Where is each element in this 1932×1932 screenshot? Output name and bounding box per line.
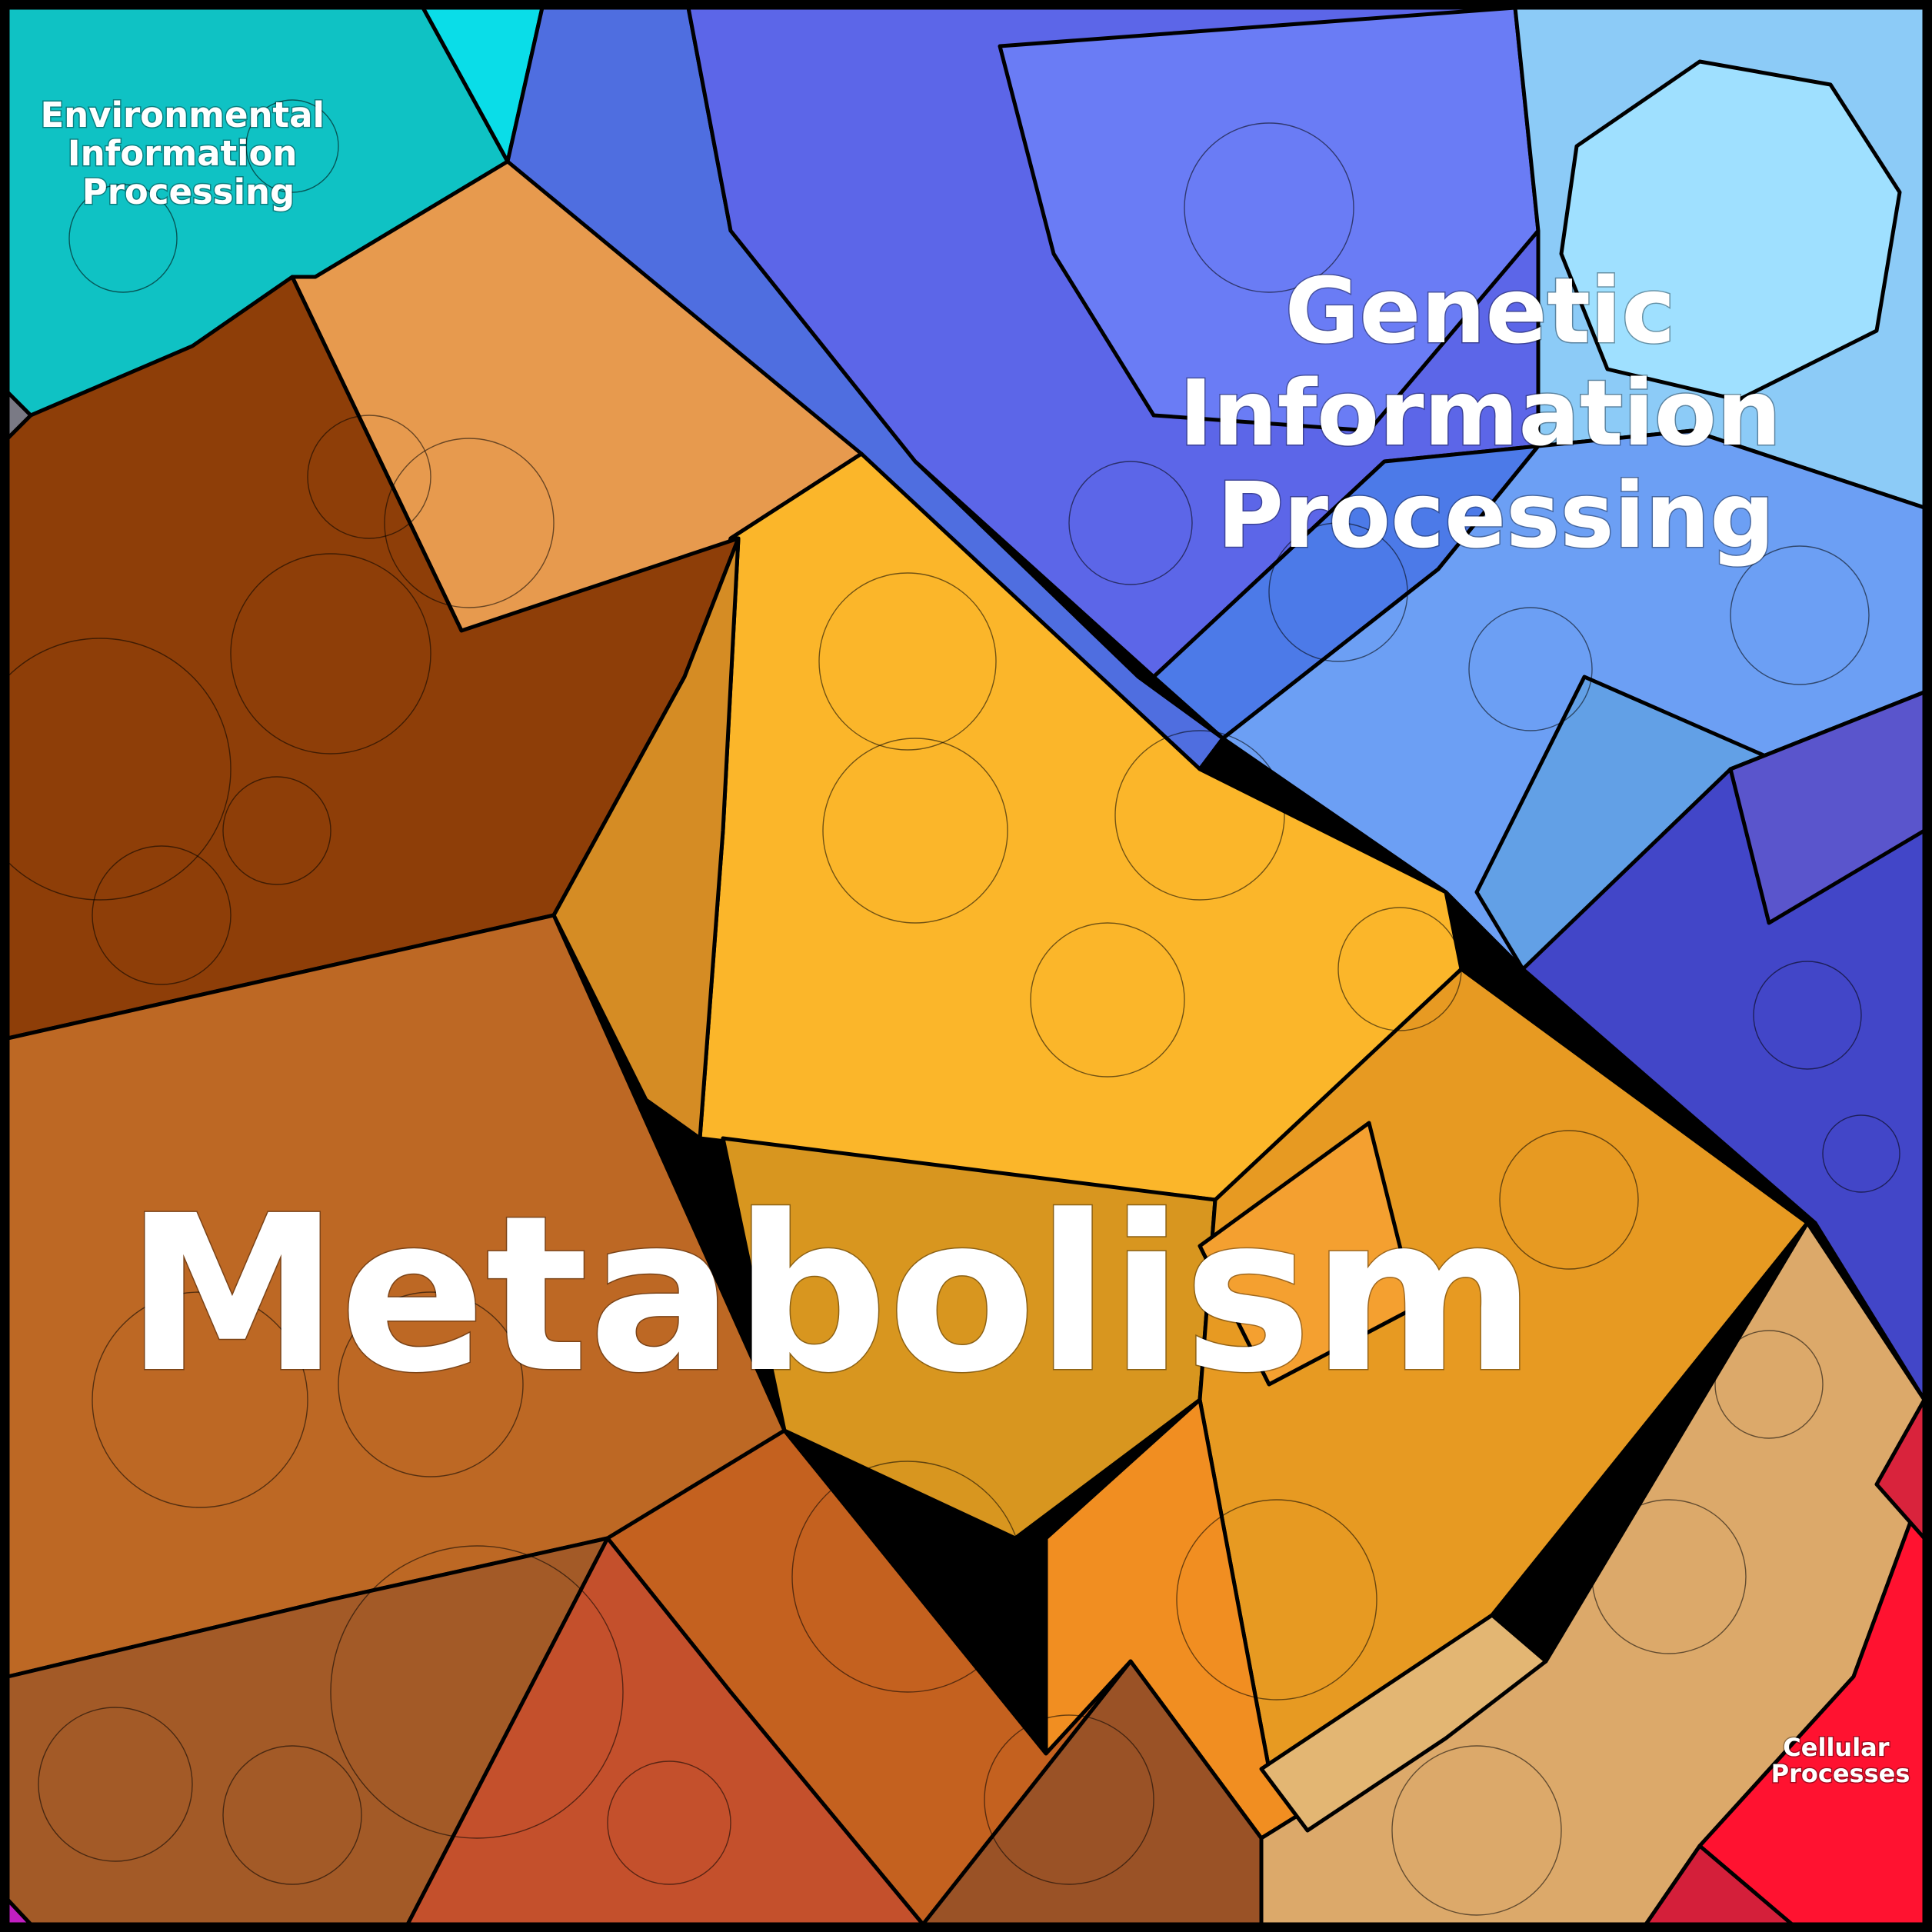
label-metabolism: Metabolism [125,1170,1537,1421]
label-cellular-line-2: Processes [1771,1759,1910,1788]
label-genetic-line-1: Genetic [1285,258,1676,364]
region-metabolism[interactable] [5,159,1927,1927]
label-cellular: Cellular Processes [1771,1733,1910,1788]
label-environmental-line-1: Environmental [40,95,324,135]
label-cellular-line-1: Cellular [1783,1733,1889,1762]
subcell-texture [0,99,1900,1916]
label-genetic: Genetic Information Processing [1179,258,1813,568]
label-environmental: Environmental Information Processing [40,95,336,212]
label-environmental-line-3: Processing [82,172,295,212]
label-genetic-line-3: Processing [1217,462,1774,568]
label-environmental-line-2: Information [68,133,298,174]
label-genetic-line-2: Information [1179,360,1781,466]
